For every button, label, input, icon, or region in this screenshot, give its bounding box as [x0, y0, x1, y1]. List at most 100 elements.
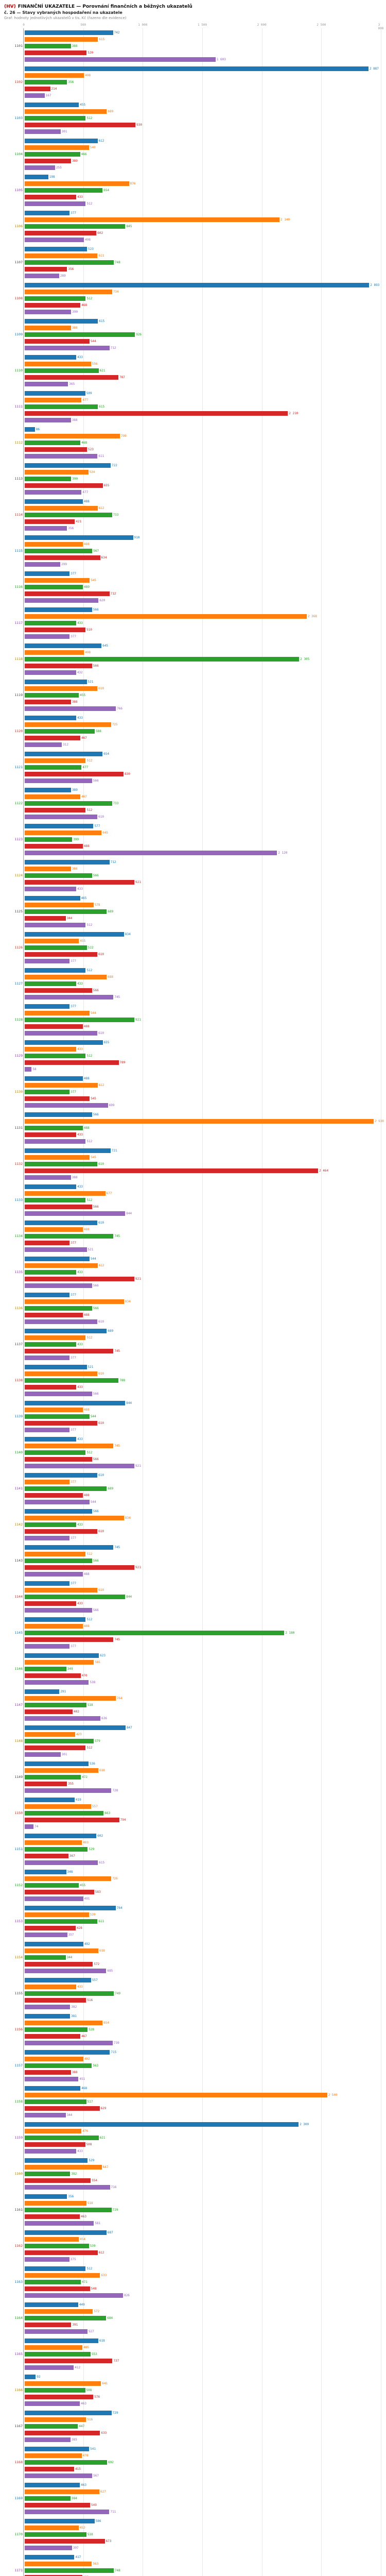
bar	[25, 1270, 77, 1275]
x-tick-label: 2 500	[317, 23, 326, 27]
bar-row: 2 368	[0, 613, 386, 620]
bar	[25, 2447, 90, 2451]
bar	[25, 824, 94, 828]
group-label: 1123	[14, 837, 23, 841]
bar-value: 602	[97, 231, 103, 235]
bar	[25, 896, 80, 901]
group-label: 1124	[14, 873, 23, 877]
bar	[25, 643, 102, 648]
bar-value: 847	[126, 1726, 132, 1730]
bar-row: 764	[0, 1695, 386, 1702]
bar-group: 509 477 1111 615 2 210 388	[0, 390, 386, 423]
bar-row: 377	[0, 1643, 386, 1650]
bar-value: 433	[77, 1185, 83, 1189]
bar	[25, 2338, 98, 2343]
bar-group: 844 488 1139 544 610 377	[0, 1400, 386, 1433]
bar-value: 581	[95, 2222, 101, 2225]
bar-group: 377 544 1128 921 488 610	[0, 1003, 386, 1037]
group-label: 1138	[14, 1378, 23, 1382]
group-label: 1117	[14, 621, 23, 625]
bar-value: 539	[90, 1913, 96, 1917]
bar-row: 541	[0, 2446, 386, 2452]
bar-row: 576	[0, 2394, 386, 2400]
bar	[25, 1342, 77, 1347]
bar	[25, 1319, 98, 1324]
bar-row: 557	[0, 1803, 386, 1810]
bar	[25, 181, 129, 186]
bar	[25, 650, 84, 655]
group-label: 1167	[14, 2424, 23, 2428]
bar-row: 1125 689	[0, 908, 386, 915]
bar	[25, 2041, 113, 2045]
bar-value: 655	[103, 1041, 110, 1044]
bar	[25, 571, 70, 576]
bar-row: 910	[0, 534, 386, 541]
bar-value: 834	[125, 933, 131, 936]
bar	[25, 1486, 107, 1491]
bar-group: 742 615 1101 388 520 1 603	[0, 29, 386, 63]
bar-value: 844	[126, 1212, 132, 1215]
bar-value: 512	[86, 2267, 93, 2270]
bar-row: 1170 518	[0, 2531, 386, 2538]
bar-value: 167	[45, 94, 51, 97]
bar	[25, 1739, 94, 1743]
bar-value: 926	[136, 333, 142, 336]
bar-row: 566	[0, 1204, 386, 1210]
bar-value: 921	[135, 1566, 141, 1569]
bar-row: 1112 468	[0, 439, 386, 446]
bar-row: 492	[0, 2056, 386, 2062]
bar-value: 447	[79, 2425, 85, 2428]
group-label: 1105	[14, 188, 23, 192]
bar-value: 451	[79, 2077, 85, 2081]
bar-group: 577 645 1123 399 488 2 120	[0, 823, 386, 856]
bar	[25, 1588, 98, 1592]
group-label: 1107	[14, 260, 23, 264]
bar-value: 692	[108, 2461, 114, 2464]
bar-row: 521	[0, 1364, 386, 1370]
bar	[25, 1752, 61, 1757]
bar	[25, 87, 50, 91]
bar-value: 523	[87, 448, 94, 451]
bar-row: 610	[0, 1472, 386, 1479]
bar	[25, 2129, 82, 2133]
bar	[25, 434, 120, 438]
bar	[25, 621, 77, 625]
bar	[25, 680, 87, 684]
bar	[25, 1119, 374, 1124]
bar-row: 725	[0, 721, 386, 728]
bar-row: 389	[0, 787, 386, 793]
bar-value: 455	[80, 103, 86, 107]
bar-row: 463	[0, 2482, 386, 2488]
bar-value: 566	[93, 1392, 99, 1396]
bar-row: 645	[0, 642, 386, 649]
bar-row: 2 893	[0, 282, 386, 289]
bar-value: 472	[82, 1775, 88, 1779]
bar	[25, 1247, 87, 1252]
bar-row: 711	[0, 2509, 386, 2515]
bar	[25, 923, 86, 927]
bar	[25, 1437, 77, 1442]
bar-row: 432	[0, 669, 386, 676]
bar-value: 789	[119, 1061, 126, 1064]
bar-value: 636	[101, 1717, 107, 1720]
bar	[25, 686, 98, 691]
bar	[25, 945, 87, 950]
bar-value: 377	[71, 1356, 77, 1360]
bar	[25, 2437, 71, 2442]
group-label: 1153	[14, 1919, 23, 1923]
bar-value: 712	[110, 592, 116, 596]
group-label: 1155	[14, 1991, 23, 1995]
bar-row: 455	[0, 101, 386, 108]
bar	[25, 988, 92, 993]
bar-row: 423	[0, 1731, 386, 1738]
bar-row: 1129 512	[0, 1053, 386, 1059]
bar	[25, 2539, 105, 2544]
bar-row: 498	[0, 72, 386, 79]
bar-row: 1109 926	[0, 331, 386, 338]
bar-row: 512	[0, 967, 386, 974]
bar	[25, 231, 97, 235]
bar-value: 433	[77, 1437, 83, 1441]
bar-row: 921	[0, 1463, 386, 1469]
bar-group: 729 516 1167 447 633 385	[0, 2410, 386, 2443]
bar-row: 611	[0, 252, 386, 259]
